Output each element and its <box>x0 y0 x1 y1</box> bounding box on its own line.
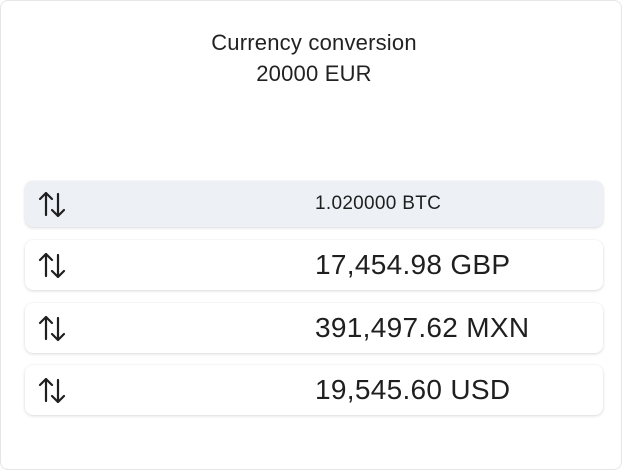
conversion-row-mxn[interactable]: 391,497.62 MXN <box>25 303 603 353</box>
conversion-amount: 17,454.98 GBP <box>315 249 511 280</box>
conversion-amount: 391,497.62 MXN <box>315 312 530 343</box>
swap-arrows-icon[interactable] <box>37 313 69 343</box>
swap-arrows-icon[interactable] <box>37 189 69 219</box>
swap-arrows-icon[interactable] <box>37 375 69 405</box>
conversion-row-usd[interactable]: 19,545.60 USD <box>25 365 603 415</box>
conversion-row-gbp[interactable]: 17,454.98 GBP <box>25 240 603 290</box>
conversion-amount: 1.020000 BTC <box>315 193 442 214</box>
swap-arrows-icon[interactable] <box>37 250 69 280</box>
conversion-header: Currency conversion 20000 EUR <box>1 27 624 89</box>
conversion-row-btc[interactable]: 1.020000 BTC <box>25 181 603 227</box>
header-title: Currency conversion <box>211 30 417 55</box>
conversion-amount: 19,545.60 USD <box>315 374 511 405</box>
header-amount: 20000 EUR <box>256 61 372 86</box>
